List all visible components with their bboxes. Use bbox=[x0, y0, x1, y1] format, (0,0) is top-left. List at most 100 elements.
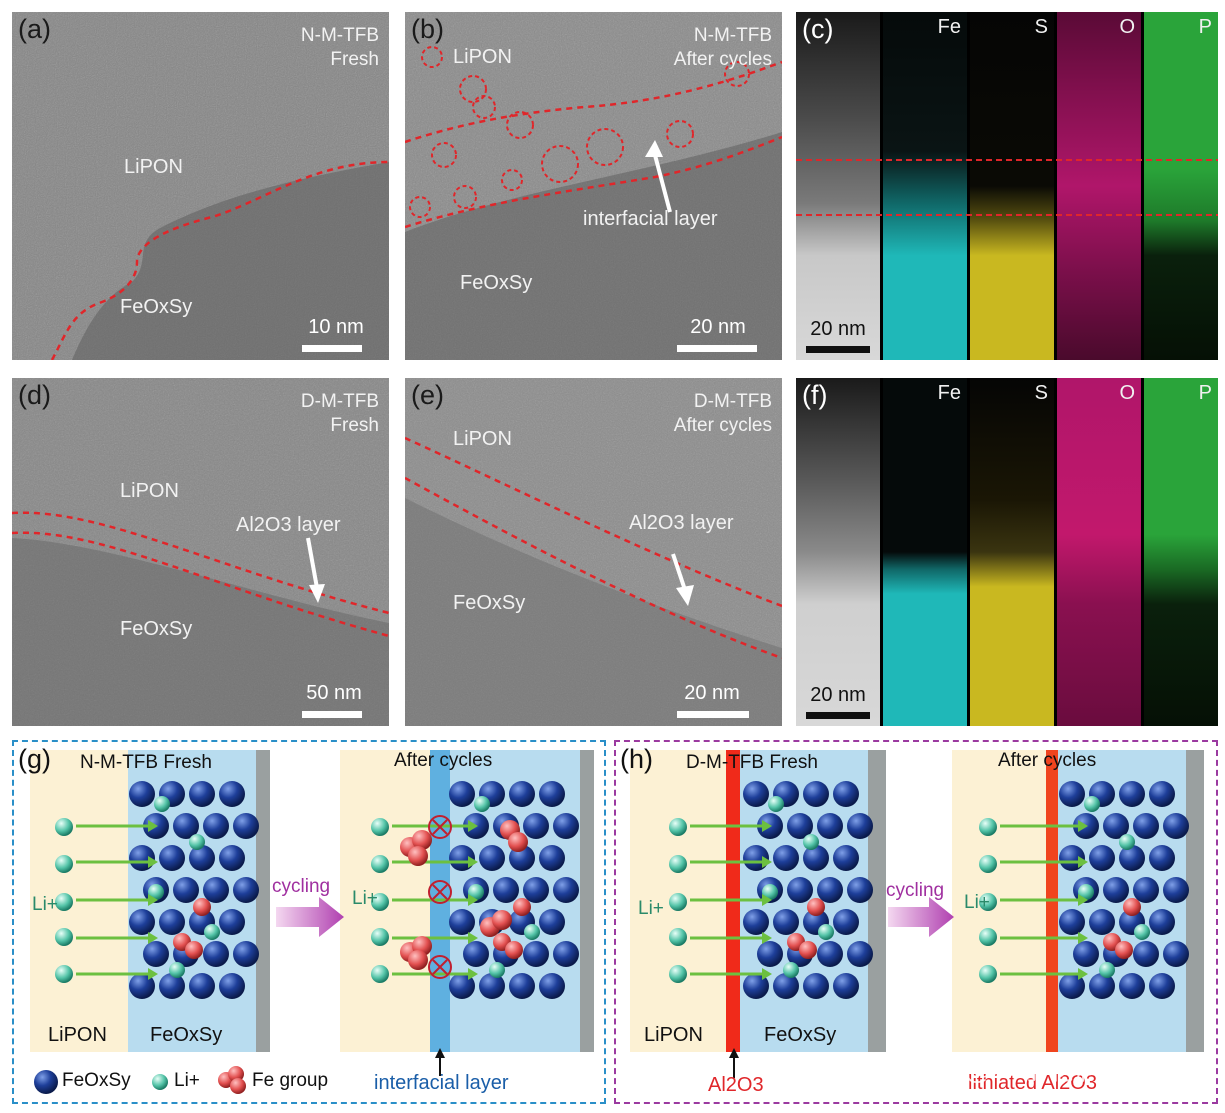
feoxsy-particle bbox=[833, 781, 859, 807]
feoxsy-particle bbox=[553, 877, 579, 903]
legend-feoxsy-label: FeOxSy bbox=[62, 1070, 131, 1091]
feoxsy-particle bbox=[1149, 909, 1175, 935]
feoxsy-particle bbox=[539, 781, 565, 807]
panel-c-haadf bbox=[796, 12, 880, 360]
li-ion bbox=[55, 965, 73, 983]
al2o3-bottom-line bbox=[12, 531, 389, 638]
panel-d-condition: D-M-TFB Fresh bbox=[300, 391, 379, 436]
li-ion bbox=[1119, 834, 1135, 850]
feoxsy-particle bbox=[1119, 781, 1145, 807]
feoxsy-particle bbox=[233, 877, 259, 903]
panel-e-scale-label: 20 nm bbox=[684, 682, 740, 704]
feoxsy-particle bbox=[159, 909, 185, 935]
legend-fe-group-label: Fe group bbox=[252, 1070, 329, 1091]
fe-group bbox=[807, 898, 825, 916]
li-flux-arrowhead bbox=[468, 932, 478, 944]
schematic-h-label: (h) bbox=[620, 744, 653, 774]
li-ion bbox=[524, 924, 540, 940]
al2o3-top-line bbox=[12, 511, 389, 615]
feoxsy-particle bbox=[1133, 877, 1159, 903]
feoxsy-particle bbox=[219, 845, 245, 871]
li-ion bbox=[169, 962, 185, 978]
schematic-h-lipon: LiPON bbox=[644, 1024, 703, 1046]
panel-a-scale-bar bbox=[302, 345, 362, 352]
panel-e: (e) D-M-TFB After cycles LiPON Al2O3 laye… bbox=[405, 378, 782, 726]
li-flux-arrowhead bbox=[468, 820, 478, 832]
schematic-g-drawing bbox=[30, 750, 594, 1094]
feoxsy-particle bbox=[817, 813, 843, 839]
feoxsy-particle bbox=[463, 941, 489, 967]
fe-group bbox=[1123, 898, 1141, 916]
schematic-g-box: (g) N-M-TFB Fresh After cycles cycling L… bbox=[12, 740, 606, 1104]
feoxsy-particle bbox=[787, 877, 813, 903]
panel-e-lipon-label: LiPON bbox=[453, 428, 512, 450]
feoxsy-particle bbox=[449, 909, 475, 935]
panel-f: Fe S O P (f) 20 nm bbox=[796, 378, 1218, 726]
li-flux-arrowhead bbox=[1078, 856, 1088, 868]
panel-a-scale-label: 10 nm bbox=[308, 316, 364, 338]
li-ion bbox=[371, 818, 389, 836]
feoxsy-particle bbox=[817, 941, 843, 967]
after-feoxsy-particles bbox=[371, 781, 579, 999]
cycling-arrow bbox=[276, 897, 344, 937]
schematic-h-after-title: After cycles bbox=[998, 750, 1097, 771]
panel-d-al2o3-label: Al2O3 layer bbox=[236, 514, 341, 536]
li-ion bbox=[371, 855, 389, 873]
feoxsy-particle bbox=[773, 973, 799, 999]
feoxsy-particle bbox=[1089, 845, 1115, 871]
panel-f-haadf bbox=[796, 378, 880, 726]
panel-b-scale-label: 20 nm bbox=[690, 316, 746, 338]
li-flux-arrowhead bbox=[1078, 894, 1088, 906]
feoxsy-particle bbox=[173, 813, 199, 839]
li-ion bbox=[371, 893, 389, 911]
panel-b-label: (b) bbox=[411, 14, 444, 44]
li-flux-arrowhead bbox=[1078, 968, 1088, 980]
panel-c-o-map: O bbox=[1057, 12, 1141, 360]
schematic-h-box: (h) D-M-TFB Fresh After cycles cycling L… bbox=[614, 740, 1218, 1104]
panel-b-lipon-label: LiPON bbox=[453, 46, 512, 68]
feoxsy-particle bbox=[479, 973, 505, 999]
feoxsy-particle bbox=[509, 973, 535, 999]
feoxsy-particle bbox=[803, 845, 829, 871]
feoxsy-particle bbox=[523, 941, 549, 967]
feoxsy-particle bbox=[539, 845, 565, 871]
feoxsy-particle bbox=[1149, 973, 1175, 999]
panel-a-lipon-label: LiPON bbox=[124, 156, 183, 178]
li-flux-arrowhead bbox=[468, 894, 478, 906]
panel-a-feoxsy-label: FeOxSy bbox=[120, 296, 193, 318]
li-ion bbox=[768, 796, 784, 812]
li-ion bbox=[979, 928, 997, 946]
li-flux-arrowhead bbox=[762, 894, 772, 906]
feoxsy-particle bbox=[539, 909, 565, 935]
li-ion bbox=[55, 818, 73, 836]
fe-group bbox=[193, 898, 211, 916]
schematic-g-li-fresh: Li+ bbox=[32, 894, 58, 915]
schematic-g-label: (g) bbox=[18, 744, 51, 774]
feoxsy-particle bbox=[1133, 813, 1159, 839]
panel-f-scale-bar bbox=[806, 712, 870, 719]
feoxsy-particle bbox=[1133, 941, 1159, 967]
li-ion bbox=[783, 962, 799, 978]
feoxsy-particle bbox=[493, 877, 519, 903]
schematic-g-li-after: Li+ bbox=[352, 888, 378, 909]
li-ion bbox=[669, 818, 687, 836]
feoxsy-particle bbox=[553, 941, 579, 967]
panel-d: (d) D-M-TFB Fresh LiPON Al2O3 layer FeOxS… bbox=[12, 378, 389, 726]
panel-e-label: (e) bbox=[411, 380, 444, 410]
li-ion bbox=[204, 924, 220, 940]
blocked-icon bbox=[428, 815, 452, 839]
li-ion bbox=[1099, 962, 1115, 978]
panel-e-al2o3-label: Al2O3 layer bbox=[629, 512, 734, 534]
schematic-h-li-fresh: Li+ bbox=[638, 898, 664, 919]
li-flux-arrowhead bbox=[468, 856, 478, 868]
schematic-h-drawing bbox=[630, 750, 1204, 1078]
panel-d-lipon-label: LiPON bbox=[120, 480, 179, 502]
schematic-g-interfacial: interfacial layer bbox=[374, 1072, 509, 1094]
feoxsy-particle bbox=[817, 877, 843, 903]
li-ion bbox=[489, 962, 505, 978]
panel-e-texture bbox=[405, 378, 782, 726]
feoxsy-particle bbox=[1103, 813, 1129, 839]
panel-c-label: (c) bbox=[802, 14, 834, 44]
feoxsy-particle bbox=[847, 877, 873, 903]
li-ion bbox=[1134, 924, 1150, 940]
